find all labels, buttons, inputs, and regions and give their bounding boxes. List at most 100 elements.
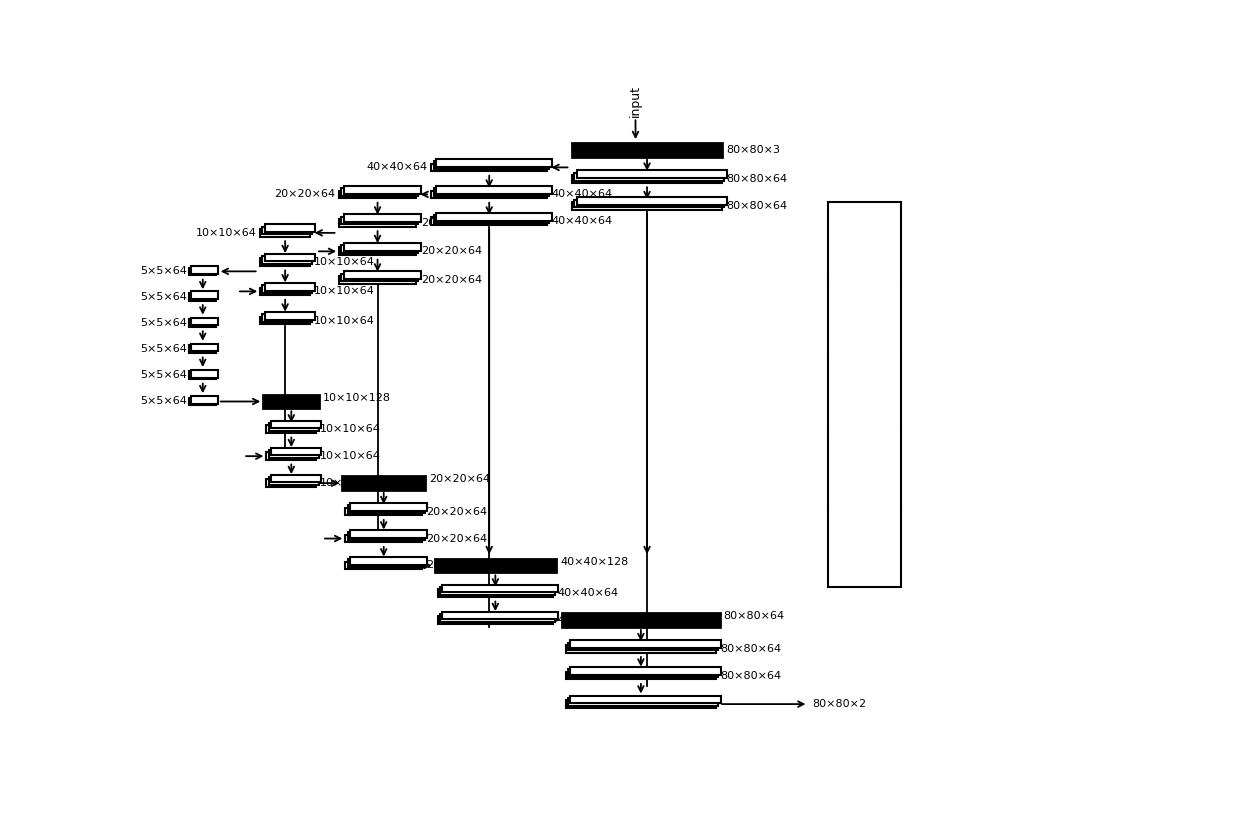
Bar: [267, 480, 316, 487]
Bar: [443, 585, 558, 592]
Bar: [191, 396, 218, 404]
Bar: [572, 176, 722, 183]
Bar: [570, 667, 720, 675]
Bar: [438, 589, 553, 597]
Text: 40×40×64: 40×40×64: [557, 588, 618, 598]
Bar: [562, 613, 719, 627]
Text: cancat: cancat: [843, 297, 856, 339]
Bar: [565, 700, 715, 708]
Bar: [341, 217, 418, 224]
Bar: [436, 186, 552, 194]
Bar: [190, 293, 216, 301]
Bar: [191, 370, 218, 377]
Bar: [339, 276, 417, 283]
Text: 10×10×64: 10×10×64: [320, 452, 381, 461]
Bar: [339, 219, 417, 227]
Bar: [263, 395, 320, 409]
Text: 10×10×64: 10×10×64: [314, 287, 374, 297]
Bar: [828, 202, 901, 587]
Bar: [570, 640, 720, 648]
Bar: [572, 143, 722, 157]
Bar: [574, 173, 724, 180]
Bar: [263, 227, 312, 234]
Bar: [269, 450, 319, 457]
Bar: [263, 256, 312, 264]
Text: 20×20×64: 20×20×64: [420, 275, 482, 285]
Bar: [343, 214, 420, 222]
Bar: [434, 559, 557, 573]
Text: 80×80×64: 80×80×64: [720, 671, 781, 681]
Text: 20×20×64: 20×20×64: [427, 560, 487, 570]
Text: 10×10×64: 10×10×64: [320, 478, 381, 488]
Bar: [438, 616, 553, 624]
Text: 40×40×64: 40×40×64: [552, 190, 613, 199]
Bar: [440, 587, 556, 595]
Bar: [568, 643, 718, 650]
Bar: [270, 447, 321, 456]
Bar: [434, 188, 549, 196]
Bar: [191, 317, 218, 325]
Bar: [341, 274, 418, 281]
Bar: [343, 243, 420, 250]
Bar: [432, 190, 547, 199]
Bar: [568, 698, 718, 705]
Text: 40×40×64: 40×40×64: [367, 162, 428, 172]
Bar: [265, 254, 315, 261]
Bar: [434, 215, 549, 222]
Text: res: res: [843, 539, 856, 558]
Text: maxpool: maxpool: [844, 371, 854, 419]
Bar: [341, 188, 418, 196]
Bar: [345, 508, 422, 516]
Bar: [577, 198, 727, 205]
Text: input: input: [629, 86, 642, 117]
Bar: [347, 505, 424, 513]
Bar: [270, 421, 321, 428]
Bar: [436, 159, 552, 166]
Bar: [263, 285, 312, 293]
Text: 5×5×64: 5×5×64: [140, 370, 187, 381]
Text: 40×40×64: 40×40×64: [552, 217, 613, 227]
Bar: [260, 316, 310, 325]
Bar: [190, 345, 216, 353]
Text: 10×10×128: 10×10×128: [324, 393, 392, 403]
Text: 20×20×64: 20×20×64: [274, 190, 335, 199]
Text: 20×20×64: 20×20×64: [420, 246, 482, 256]
Bar: [265, 224, 315, 232]
Bar: [267, 425, 316, 433]
Bar: [347, 559, 424, 567]
Text: 20×20×64: 20×20×64: [420, 218, 482, 228]
Bar: [342, 476, 425, 490]
Bar: [269, 423, 319, 431]
Text: deconv: deconv: [844, 452, 854, 492]
Bar: [343, 186, 420, 194]
Text: conv: conv: [843, 226, 856, 255]
Bar: [339, 247, 417, 255]
Bar: [443, 611, 558, 620]
Text: 10×10×64: 10×10×64: [196, 228, 257, 238]
Text: 80×80×3: 80×80×3: [725, 145, 780, 155]
Bar: [434, 162, 549, 169]
Bar: [190, 268, 216, 275]
Text: 5×5×64: 5×5×64: [140, 396, 187, 406]
Text: 40×40×128: 40×40×128: [560, 557, 629, 567]
Text: 5×5×64: 5×5×64: [140, 292, 187, 302]
Bar: [265, 312, 315, 320]
Text: 40×40×64: 40×40×64: [557, 616, 618, 625]
Text: 10×10×64: 10×10×64: [314, 316, 374, 325]
Bar: [265, 283, 315, 291]
Bar: [440, 614, 556, 622]
Bar: [570, 695, 720, 704]
Bar: [339, 190, 417, 199]
Text: 10×10×64: 10×10×64: [320, 424, 381, 434]
Bar: [350, 557, 427, 564]
Bar: [345, 535, 422, 542]
Bar: [191, 292, 218, 299]
Bar: [260, 288, 310, 295]
Bar: [190, 398, 216, 405]
Text: 80×80×64: 80×80×64: [720, 644, 781, 653]
Text: 20×20×64: 20×20×64: [429, 475, 490, 485]
Bar: [350, 530, 427, 538]
Bar: [270, 475, 321, 482]
Bar: [565, 645, 715, 653]
Text: 20×20×64: 20×20×64: [427, 507, 487, 517]
